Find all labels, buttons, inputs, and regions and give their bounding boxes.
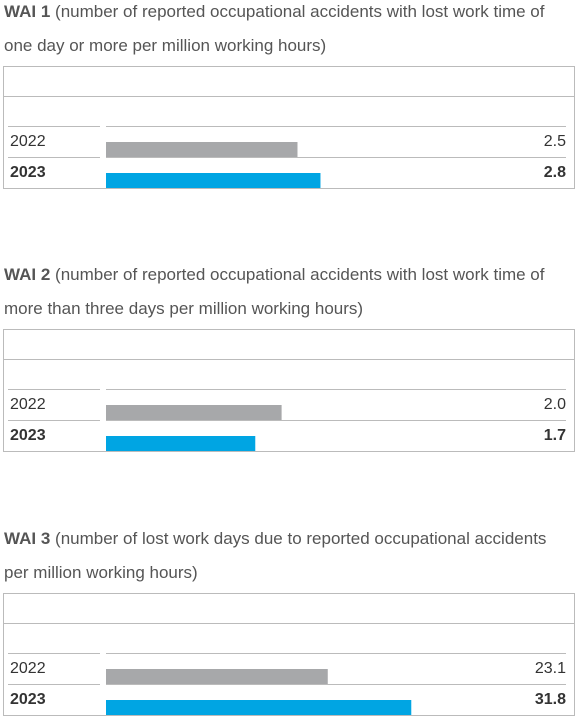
bar bbox=[106, 173, 321, 188]
category-label: 2023 bbox=[10, 164, 46, 181]
chart: 2022 2.0 2023 1.7 bbox=[3, 329, 575, 452]
bar bbox=[106, 436, 256, 451]
category-label: 2023 bbox=[10, 691, 46, 708]
chart-panel: WAI 3 (number of lost work days due to r… bbox=[0, 522, 578, 716]
category-label: 2022 bbox=[10, 396, 46, 413]
chart: 2022 2.5 2023 2.8 bbox=[3, 66, 575, 189]
value-label: 31.8 bbox=[535, 691, 566, 708]
bar bbox=[106, 700, 412, 715]
chart-panel: WAI 1 (number of reported occupational a… bbox=[0, 0, 578, 189]
chart-heading: WAI 3 (number of lost work days due to r… bbox=[4, 522, 564, 590]
value-label: 2.5 bbox=[544, 133, 566, 150]
chart-title: WAI 3 bbox=[4, 529, 51, 548]
category-label: 2023 bbox=[10, 427, 46, 444]
table-frame bbox=[3, 66, 575, 189]
category-label: 2022 bbox=[10, 133, 46, 150]
value-label: 1.7 bbox=[544, 427, 566, 444]
chart-heading: WAI 2 (number of reported occupational a… bbox=[4, 258, 564, 326]
chart-heading: WAI 1 (number of reported occupational a… bbox=[4, 0, 564, 63]
bar bbox=[106, 142, 298, 157]
chart-panel: WAI 2 (number of reported occupational a… bbox=[0, 258, 578, 452]
table-frame bbox=[3, 593, 575, 716]
chart-subtitle: (number of lost work days due to reporte… bbox=[4, 529, 547, 582]
chart-subtitle: (number of reported occupational acciden… bbox=[4, 2, 545, 55]
bar bbox=[106, 405, 282, 420]
bar bbox=[106, 669, 328, 684]
value-label: 2.8 bbox=[544, 164, 566, 181]
table-frame bbox=[3, 329, 575, 452]
category-label: 2022 bbox=[10, 660, 46, 677]
value-label: 2.0 bbox=[544, 396, 566, 413]
chart-title: WAI 2 bbox=[4, 265, 51, 284]
chart-title: WAI 1 bbox=[4, 2, 51, 21]
value-label: 23.1 bbox=[535, 660, 566, 677]
chart: 2022 23.1 2023 31.8 bbox=[3, 593, 575, 716]
chart-subtitle: (number of reported occupational acciden… bbox=[4, 265, 545, 318]
